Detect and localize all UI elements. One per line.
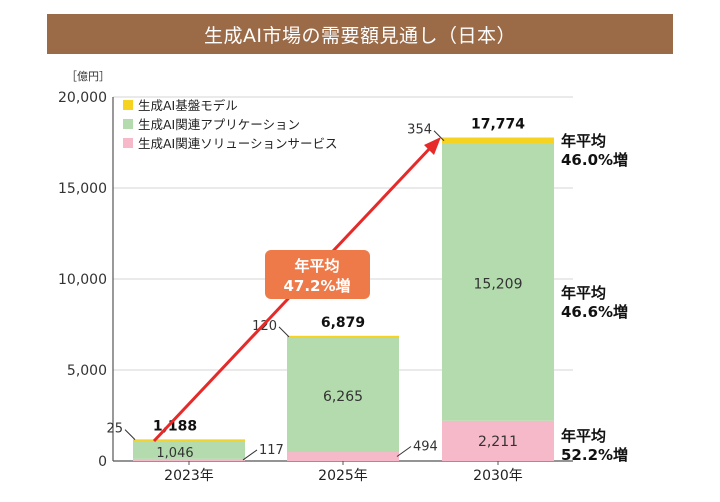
x-tick-label: 2030年 xyxy=(473,468,523,484)
value-label: 6,265 xyxy=(323,389,363,405)
value-label: 25 xyxy=(106,422,123,437)
bar-segment xyxy=(133,439,245,459)
y-tick-label: 0 xyxy=(98,454,107,470)
bar-segment xyxy=(133,439,245,441)
leader-line xyxy=(278,326,290,338)
value-label: 354 xyxy=(407,123,432,138)
legend-swatch xyxy=(123,119,133,129)
legend-swatch xyxy=(123,138,133,148)
y-unit-label: ［億円］ xyxy=(66,70,110,83)
bar-segment xyxy=(442,420,554,461)
y-tick-label: 5,000 xyxy=(67,363,107,379)
total-label: 6,879 xyxy=(321,315,365,331)
value-label: 15,209 xyxy=(474,276,523,292)
value-label: 494 xyxy=(413,440,438,455)
arrow-label-line2: 47.2%増 xyxy=(283,277,350,295)
growth-annotation-line2: 46.0%増 xyxy=(561,151,628,169)
bar-segment xyxy=(287,335,399,338)
bar-segment xyxy=(133,458,245,461)
bar-segment xyxy=(287,452,399,461)
growth-annotation-line2: 52.2%増 xyxy=(561,446,628,464)
growth-annotation-line2: 46.6%増 xyxy=(561,303,628,321)
arrow-head xyxy=(424,137,441,155)
legend-swatch xyxy=(123,100,133,110)
growth-annotation-line1: 年平均 xyxy=(561,284,606,302)
legend-label: 生成AI関連アプリケーション xyxy=(138,117,300,132)
value-label: 1,046 xyxy=(156,446,193,461)
x-tick-label: 2025年 xyxy=(318,468,368,484)
chart-title: 生成AI市場の需要額見通し（日本） xyxy=(203,24,517,47)
bar-segment xyxy=(442,143,554,421)
y-axis-ticks: 0 5,000 10,000 15,000 20,000 xyxy=(58,90,107,470)
x-axis-ticks: 2023年 2025年 2030年 xyxy=(164,461,523,484)
x-tick-label: 2023年 xyxy=(164,468,214,484)
arrow-label-box xyxy=(265,250,370,299)
y-tick-label: 20,000 xyxy=(58,90,107,106)
bar-segment xyxy=(287,337,399,453)
y-tick-label: 10,000 xyxy=(58,272,107,288)
value-label: 2,211 xyxy=(478,434,518,450)
total-label: 17,774 xyxy=(471,117,525,133)
legend-label: 生成AI基盤モデル xyxy=(138,98,238,113)
growth-arrow: 年平均 47.2%増 xyxy=(152,137,441,443)
value-label: 117 xyxy=(259,443,284,458)
title-banner: 生成AI市場の需要額見通し（日本） xyxy=(47,14,673,54)
bar-segment xyxy=(442,137,554,144)
y-tick-label: 15,000 xyxy=(58,181,107,197)
leader-line xyxy=(242,449,258,461)
arrow-label-line1: 年平均 xyxy=(294,257,339,275)
leader-line xyxy=(396,446,412,457)
growth-annotation-line1: 年平均 xyxy=(561,427,606,445)
value-labels: 1,1886,87917,7741,0466,26515,2092,211117… xyxy=(106,117,525,461)
growth-annotation-line1: 年平均 xyxy=(561,132,606,150)
bars xyxy=(133,137,554,461)
leader-line xyxy=(124,429,136,440)
legend-label: 生成AI関連ソリューションサービス xyxy=(138,136,338,151)
leader-line xyxy=(433,130,445,142)
